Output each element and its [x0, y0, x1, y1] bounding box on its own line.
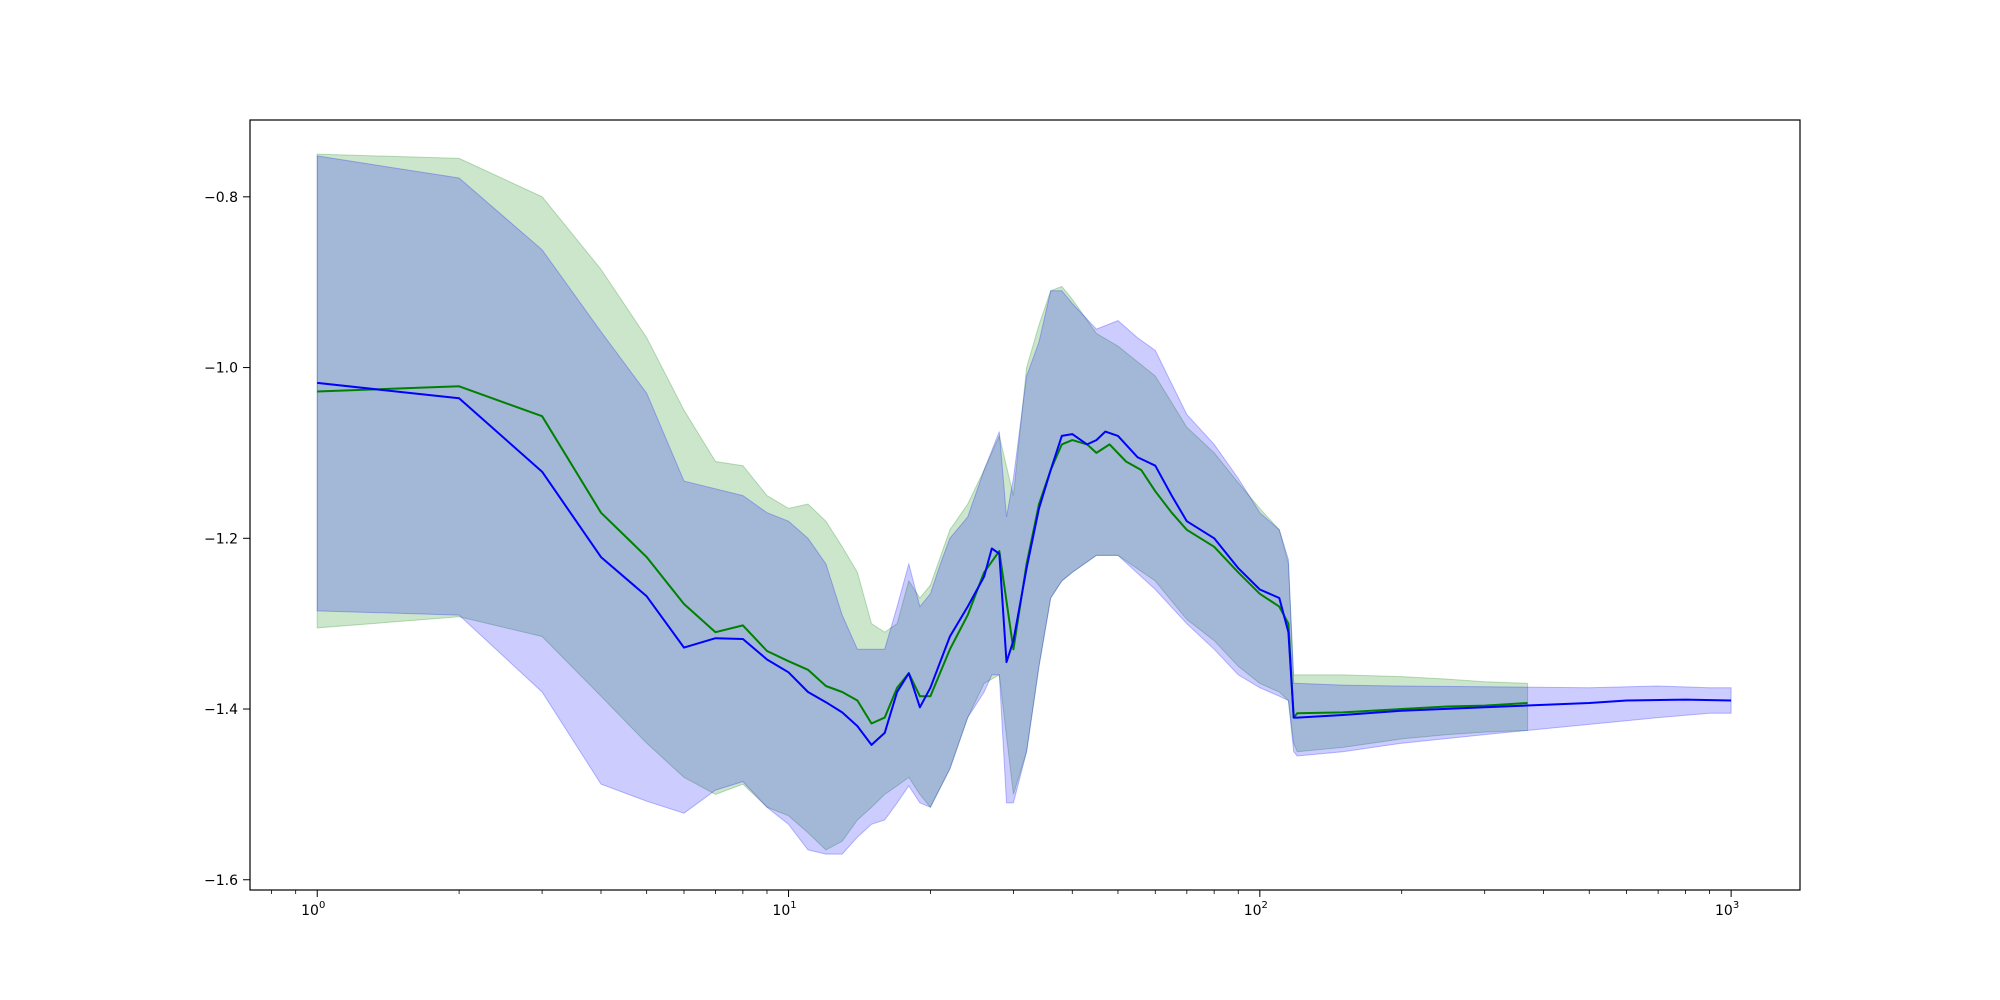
x-tick-label: 101	[772, 900, 796, 919]
y-tick-label: −0.8	[204, 190, 238, 206]
y-tick-label: −1.0	[204, 361, 238, 377]
y-tick-label: −1.6	[204, 873, 238, 889]
x-axis: 100 101 102 103	[272, 890, 1740, 919]
x-tick-label: 100	[301, 900, 325, 919]
y-tick-label: −1.4	[204, 702, 238, 718]
y-tick-label: −1.2	[204, 531, 238, 547]
y-axis: −0.8 −1.0 −1.2 −1.4 −1.6	[204, 190, 250, 889]
x-tick-label: 102	[1244, 900, 1268, 919]
x-tick-label: 103	[1715, 900, 1739, 919]
